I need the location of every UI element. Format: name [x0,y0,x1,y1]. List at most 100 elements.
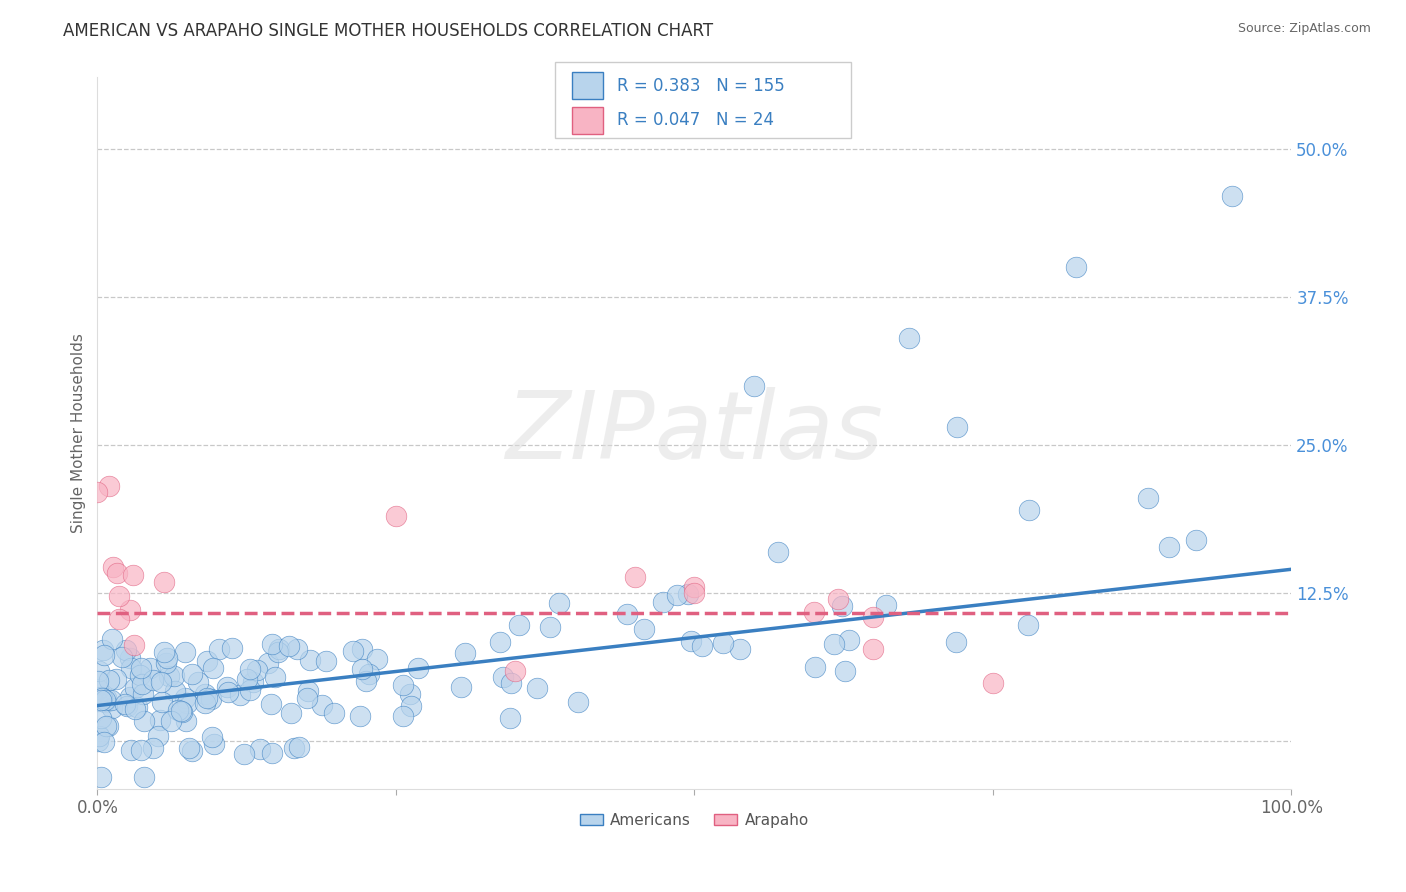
Point [652,595,675,609]
Point [676,587,699,601]
Point [179,740,201,755]
Text: Source: ZipAtlas.com: Source: ZipAtlas.com [1237,22,1371,36]
Point [297,684,319,698]
Point [803,606,825,620]
Point [862,609,884,624]
Point [239,682,262,697]
Point [86,485,108,500]
Point [285,642,308,657]
Point [174,645,197,659]
Point [108,612,131,626]
Point [122,568,145,582]
Point [149,713,172,727]
Point [1220,189,1243,203]
Point [823,637,845,651]
Point [94,695,117,709]
Point [357,666,380,681]
Point [503,665,526,679]
Point [623,570,645,584]
Point [392,709,415,723]
Point [315,654,337,668]
Point [111,649,134,664]
Point [194,696,217,710]
Point [728,642,751,657]
Point [87,673,110,688]
Point [508,618,530,632]
Point [93,643,115,657]
Point [898,331,921,345]
Legend: Americans, Arapaho: Americans, Arapaho [574,807,815,834]
Point [160,714,183,728]
Y-axis label: Single Mother Households: Single Mother Households [72,333,86,533]
Point [97,719,120,733]
Point [526,681,548,696]
Point [93,735,115,749]
Point [87,664,110,678]
Point [690,639,713,653]
Point [342,644,364,658]
Point [118,602,141,616]
Point [946,420,969,434]
Point [260,698,283,712]
Point [194,687,217,701]
Point [129,742,152,756]
Point [683,586,706,600]
Point [103,560,125,574]
Point [195,654,218,668]
Point [217,685,239,699]
Point [233,747,256,761]
Point [150,695,173,709]
Point [538,619,561,633]
Point [742,378,765,392]
Point [90,692,112,706]
Point [124,681,146,696]
Point [105,672,128,686]
Point [139,660,162,674]
Point [115,643,138,657]
Point [153,645,176,659]
Point [349,709,371,723]
Point [208,642,231,657]
Point [492,670,515,684]
Point [118,650,141,665]
Point [221,640,243,655]
Point [323,706,346,720]
Point [366,652,388,666]
Point [90,711,112,725]
Point [124,702,146,716]
Point [263,670,285,684]
Point [1018,503,1040,517]
Point [100,701,122,715]
Point [666,588,689,602]
Point [616,607,638,622]
Point [201,730,224,744]
Point [401,699,423,714]
Point [831,599,853,614]
Point [246,663,269,677]
Point [242,674,264,689]
Text: R = 0.383   N = 155: R = 0.383 N = 155 [617,77,785,95]
Point [202,737,225,751]
Point [408,661,430,675]
Point [350,642,373,657]
Point [157,668,180,682]
Point [155,656,177,670]
Text: AMERICAN VS ARAPAHO SINGLE MOTHER HOUSEHOLDS CORRELATION CHART: AMERICAN VS ARAPAHO SINGLE MOTHER HOUSEH… [63,22,713,40]
Point [170,705,193,719]
Point [96,691,118,706]
Point [392,678,415,692]
Point [385,508,408,523]
Point [156,651,179,665]
Point [280,706,302,720]
Point [120,743,142,757]
Point [834,664,856,678]
Point [101,632,124,646]
Point [187,674,209,689]
Point [125,699,148,714]
Point [679,633,702,648]
Point [229,688,252,702]
Point [1017,618,1039,632]
Point [163,683,186,698]
Point [683,580,706,594]
Point [176,696,198,710]
